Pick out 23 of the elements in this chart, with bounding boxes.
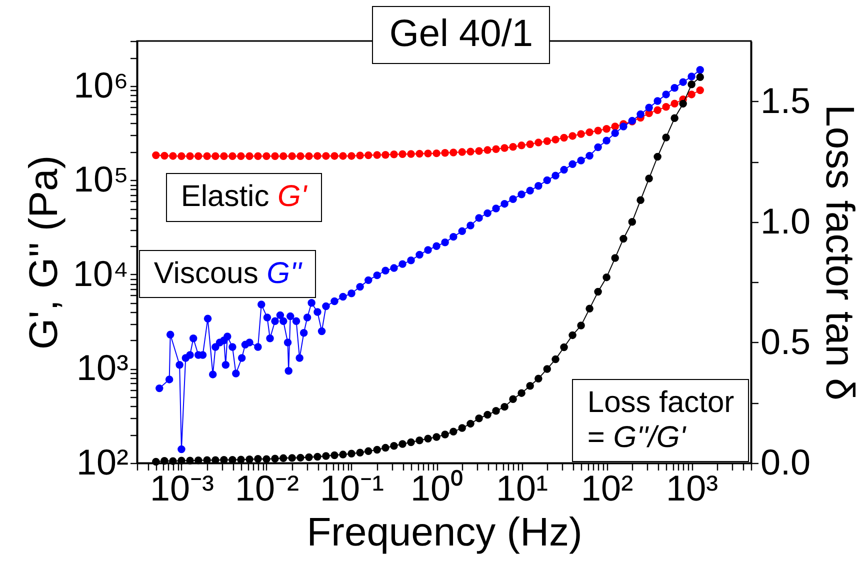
y-tick-label: 10⁴ <box>72 252 128 294</box>
y2-tick-label: 1.0 <box>760 200 811 242</box>
y-axis-title: G', G'' (Pa) <box>22 155 66 350</box>
y-tick-label: 10⁶ <box>74 64 128 106</box>
chart-title: Gel 40/1 <box>372 6 550 64</box>
y2-axis-title: Loss factor tan δ <box>818 104 861 400</box>
y2-tick-label: 0.5 <box>760 320 811 362</box>
x-tick-label: 10³ <box>666 468 718 508</box>
y2-tick-label: 0.0 <box>760 442 811 482</box>
series-label: Viscous G'' <box>154 256 302 290</box>
x-tick-label: 10⁻³ <box>150 468 214 508</box>
y2-tick-label: 1.5 <box>760 80 811 121</box>
text: Loss factor = G''/G' <box>587 386 734 454</box>
x-tick-label: 10⁻² <box>234 468 299 508</box>
y-tick-label: 10² <box>76 442 129 482</box>
y-tick-label: 10⁵ <box>74 158 128 200</box>
y-tick-label: 10³ <box>76 347 129 388</box>
x-axis-title: Frequency (Hz) <box>306 510 582 554</box>
x-tick-label: 10¹ <box>496 468 548 508</box>
x-tick-label: 10² <box>581 468 634 508</box>
x-tick-label: 10⁻¹ <box>320 468 384 508</box>
x-tick-label: 10⁰ <box>410 468 464 508</box>
series-label: Elastic G' <box>180 180 307 214</box>
